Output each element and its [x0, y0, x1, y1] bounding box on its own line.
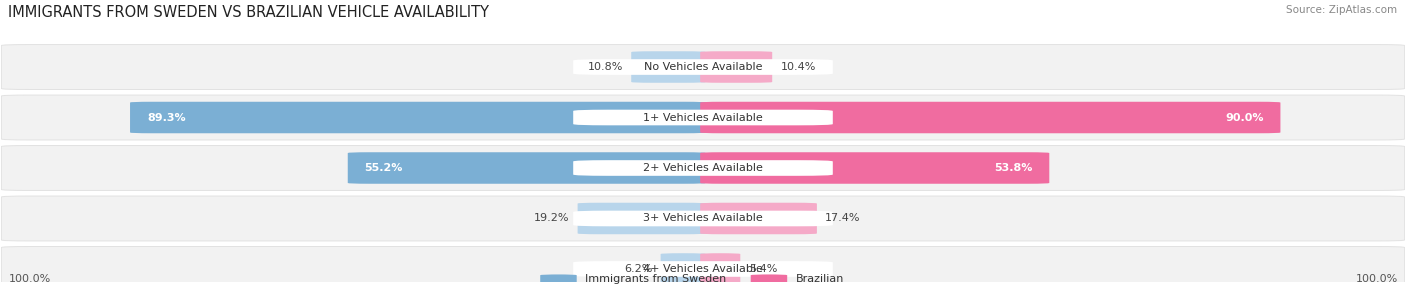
FancyBboxPatch shape: [129, 102, 706, 133]
Text: 89.3%: 89.3%: [146, 112, 186, 122]
Text: 100.0%: 100.0%: [1355, 274, 1398, 284]
FancyBboxPatch shape: [540, 275, 576, 284]
Text: 17.4%: 17.4%: [825, 213, 860, 223]
FancyBboxPatch shape: [700, 203, 817, 234]
FancyBboxPatch shape: [700, 253, 741, 285]
FancyBboxPatch shape: [1, 196, 1405, 241]
Text: 90.0%: 90.0%: [1225, 112, 1264, 122]
FancyBboxPatch shape: [574, 160, 832, 176]
FancyBboxPatch shape: [574, 110, 832, 125]
FancyBboxPatch shape: [700, 102, 1281, 133]
Text: Source: ZipAtlas.com: Source: ZipAtlas.com: [1286, 5, 1398, 15]
Text: 4+ Vehicles Available: 4+ Vehicles Available: [643, 264, 763, 274]
FancyBboxPatch shape: [700, 152, 1049, 184]
Text: 1+ Vehicles Available: 1+ Vehicles Available: [643, 112, 763, 122]
FancyBboxPatch shape: [751, 275, 787, 284]
Text: No Vehicles Available: No Vehicles Available: [644, 62, 762, 72]
Text: Brazilian: Brazilian: [796, 274, 844, 284]
FancyBboxPatch shape: [574, 59, 832, 75]
Text: 6.2%: 6.2%: [624, 264, 652, 274]
Text: 3+ Vehicles Available: 3+ Vehicles Available: [643, 213, 763, 223]
Text: 100.0%: 100.0%: [8, 274, 51, 284]
Text: 19.2%: 19.2%: [534, 213, 569, 223]
FancyBboxPatch shape: [574, 211, 832, 226]
Text: Immigrants from Sweden: Immigrants from Sweden: [585, 274, 727, 284]
Text: IMMIGRANTS FROM SWEDEN VS BRAZILIAN VEHICLE AVAILABILITY: IMMIGRANTS FROM SWEDEN VS BRAZILIAN VEHI…: [8, 5, 489, 20]
Text: 10.8%: 10.8%: [588, 62, 623, 72]
Text: 5.4%: 5.4%: [749, 264, 778, 274]
FancyBboxPatch shape: [661, 253, 706, 285]
FancyBboxPatch shape: [1, 95, 1405, 140]
FancyBboxPatch shape: [574, 261, 832, 277]
FancyBboxPatch shape: [347, 152, 706, 184]
FancyBboxPatch shape: [1, 247, 1405, 286]
Text: 2+ Vehicles Available: 2+ Vehicles Available: [643, 163, 763, 173]
FancyBboxPatch shape: [578, 203, 706, 234]
Text: 53.8%: 53.8%: [994, 163, 1032, 173]
FancyBboxPatch shape: [700, 51, 772, 83]
FancyBboxPatch shape: [631, 51, 706, 83]
FancyBboxPatch shape: [1, 45, 1405, 90]
Text: 10.4%: 10.4%: [780, 62, 815, 72]
Text: 55.2%: 55.2%: [364, 163, 404, 173]
FancyBboxPatch shape: [1, 146, 1405, 190]
